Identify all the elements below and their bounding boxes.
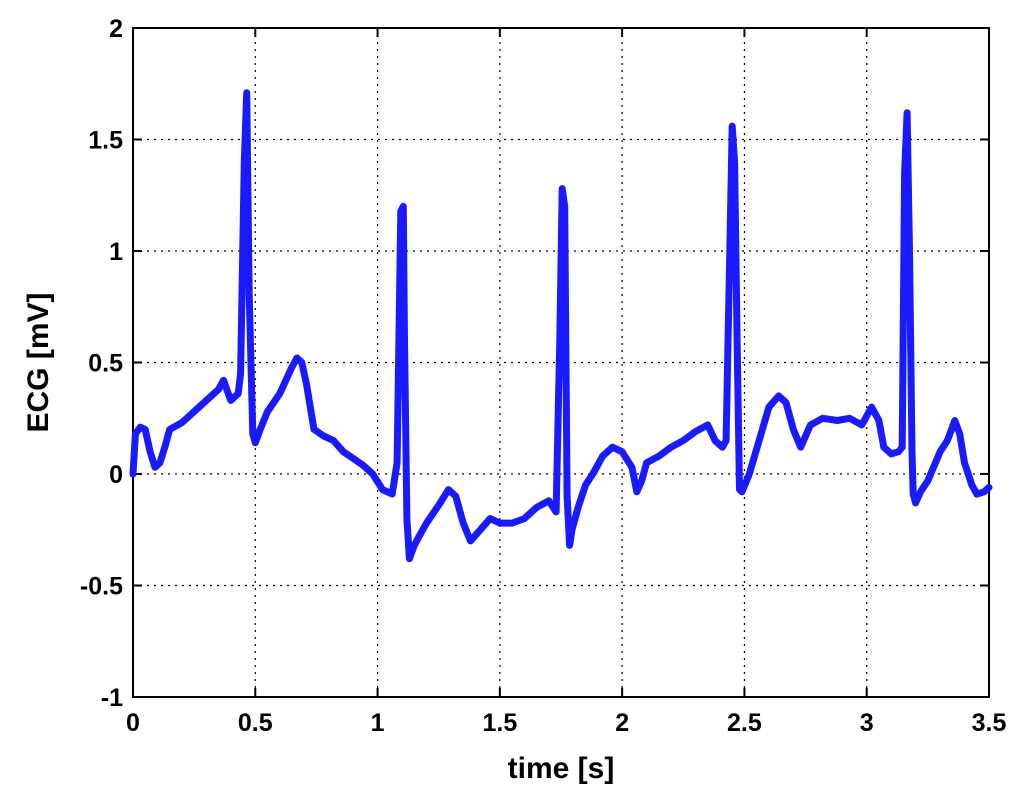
y-tick-label: 1.5 [88, 127, 123, 155]
y-tick-label: 0.5 [88, 350, 123, 378]
y-axis-title: ECG [mV] [22, 292, 55, 432]
y-tick-label: -0.5 [80, 573, 123, 601]
x-tick-label: 0 [126, 709, 140, 737]
x-tick-label: 0.5 [238, 709, 273, 737]
x-tick-label: 1.5 [482, 709, 517, 737]
series-group [129, 89, 993, 563]
ecg-series-line [129, 89, 993, 563]
x-tick-label: 2.5 [727, 709, 762, 737]
y-tick-label: 2 [109, 15, 123, 43]
y-tick-label: -1 [101, 684, 123, 712]
axis-ticks [132, 27, 990, 698]
x-tick-label: 3 [860, 709, 874, 737]
tick-labels: 0 0.5 1 1.5 2 2.5 3 3.5 -1 -0.5 0 0.5 1 1.5 2 [80, 15, 1007, 737]
y-tick-label: 0 [109, 461, 123, 489]
y-tick-label: 1 [109, 238, 123, 266]
x-tick-label: 1 [371, 709, 385, 737]
x-tick-label: 2 [615, 709, 629, 737]
x-tick-label: 3.5 [972, 709, 1007, 737]
x-axis-title: time [s] [508, 752, 615, 785]
